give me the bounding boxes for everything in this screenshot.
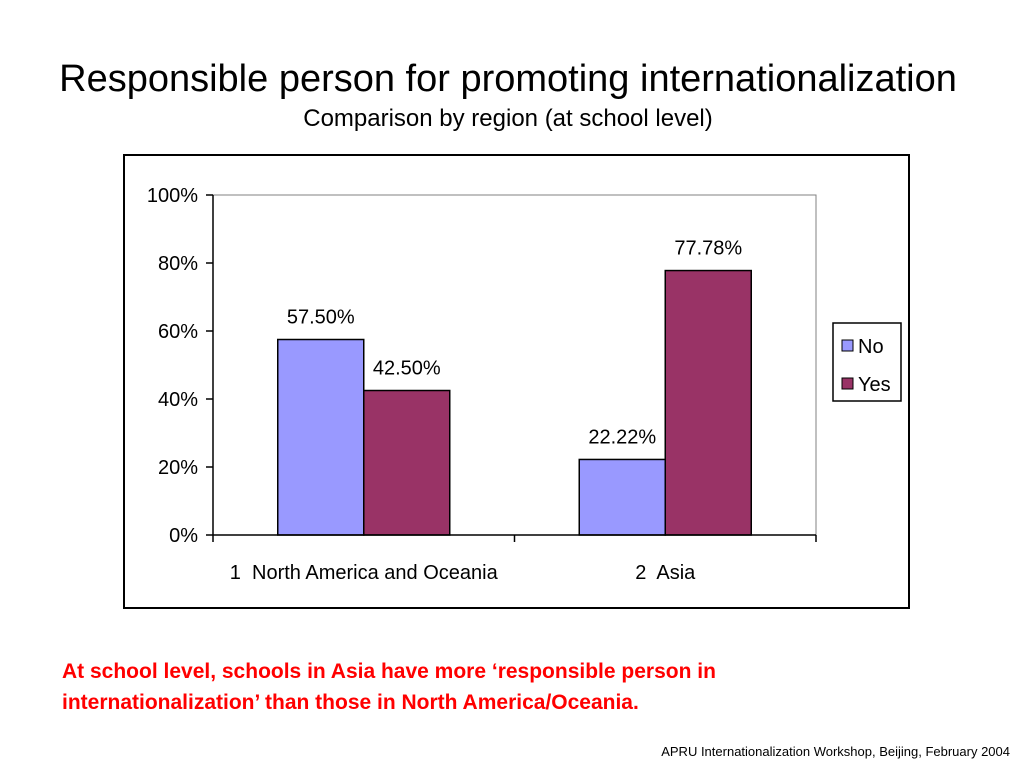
bar-yes-1	[363, 389, 451, 536]
legend-swatch-yes	[841, 377, 854, 390]
legend-label-yes: Yes	[858, 374, 891, 396]
y-tick-label: 20%	[158, 457, 198, 479]
annotation-line-1: At school level, schools in Asia have mo…	[62, 660, 716, 683]
footer-text: APRU Internationalization Workshop, Beij…	[661, 744, 1010, 759]
y-tick-label: 80%	[158, 253, 198, 275]
legend-swatch-no	[841, 339, 854, 352]
x-tick-label: 1 North America and Oceania	[230, 562, 499, 584]
data-label: 22.22%	[588, 426, 656, 448]
legend: No Yes	[832, 322, 902, 402]
annotation-note: At school level, schools in Asia have mo…	[62, 656, 962, 718]
slide-subtitle: Comparison by region (at school level)	[303, 105, 713, 132]
legend-label-no: No	[858, 336, 884, 358]
y-tick-label: 0%	[169, 525, 198, 547]
x-tick-label: 2 Asia	[635, 562, 696, 584]
bar-no-1	[277, 338, 365, 536]
y-tick-label: 60%	[158, 321, 198, 343]
data-label: 77.78%	[674, 238, 742, 260]
data-label: 57.50%	[287, 307, 355, 329]
y-tick-label: 40%	[158, 389, 198, 411]
bar-no-2	[578, 458, 666, 536]
slide-title: Responsible person for promoting interna…	[59, 58, 957, 100]
bar-yes-2	[664, 269, 752, 536]
data-label: 42.50%	[373, 358, 441, 380]
y-tick-label: 100%	[147, 185, 198, 207]
annotation-line-2: internationalization’ than those in Nort…	[62, 691, 639, 714]
